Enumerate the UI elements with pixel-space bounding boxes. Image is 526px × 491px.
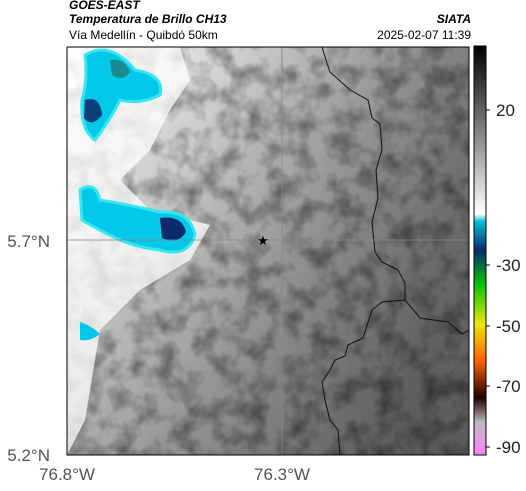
colorbar-tick-label: -30 xyxy=(496,256,521,275)
star-icon: ★ xyxy=(257,233,269,248)
colorbar-tick-label: 20 xyxy=(496,101,515,120)
route-label: Vía Medellín - Quibdó 50km xyxy=(69,28,218,42)
x-tick-label: 76.8°W xyxy=(39,465,95,484)
colorbar-tick-label: -50 xyxy=(496,317,521,336)
cold-cloud-core-north xyxy=(110,59,130,78)
cold-cloud-north xyxy=(80,48,163,143)
border-line-east xyxy=(321,47,469,335)
colorbar xyxy=(473,45,487,456)
org-label: SIATA xyxy=(436,12,471,26)
bright-cloud-region xyxy=(67,47,210,455)
datetime-label: 2025-02-07 11:39 xyxy=(377,28,471,42)
cold-cloud-core-center xyxy=(160,217,186,241)
map-area: ★ xyxy=(67,47,469,455)
cold-cloud-core-west xyxy=(84,99,102,123)
y-tick-label: 5.2°N xyxy=(7,446,50,465)
map-frame xyxy=(66,46,470,456)
cold-cloud-south xyxy=(80,322,100,341)
satellite-title: GOES-EAST xyxy=(69,0,140,12)
x-tick-label: 76.3°W xyxy=(254,465,310,484)
colorbar-tick-label: -90 xyxy=(496,438,521,457)
colorbar-tick-label: -70 xyxy=(496,377,521,396)
y-tick-label: 5.7°N xyxy=(7,232,50,251)
colorbar-ticks xyxy=(486,109,490,448)
border-line-southwest xyxy=(321,369,341,455)
product-title: Temperatura de Brillo CH13 xyxy=(69,12,227,26)
border-line-south xyxy=(329,299,406,371)
